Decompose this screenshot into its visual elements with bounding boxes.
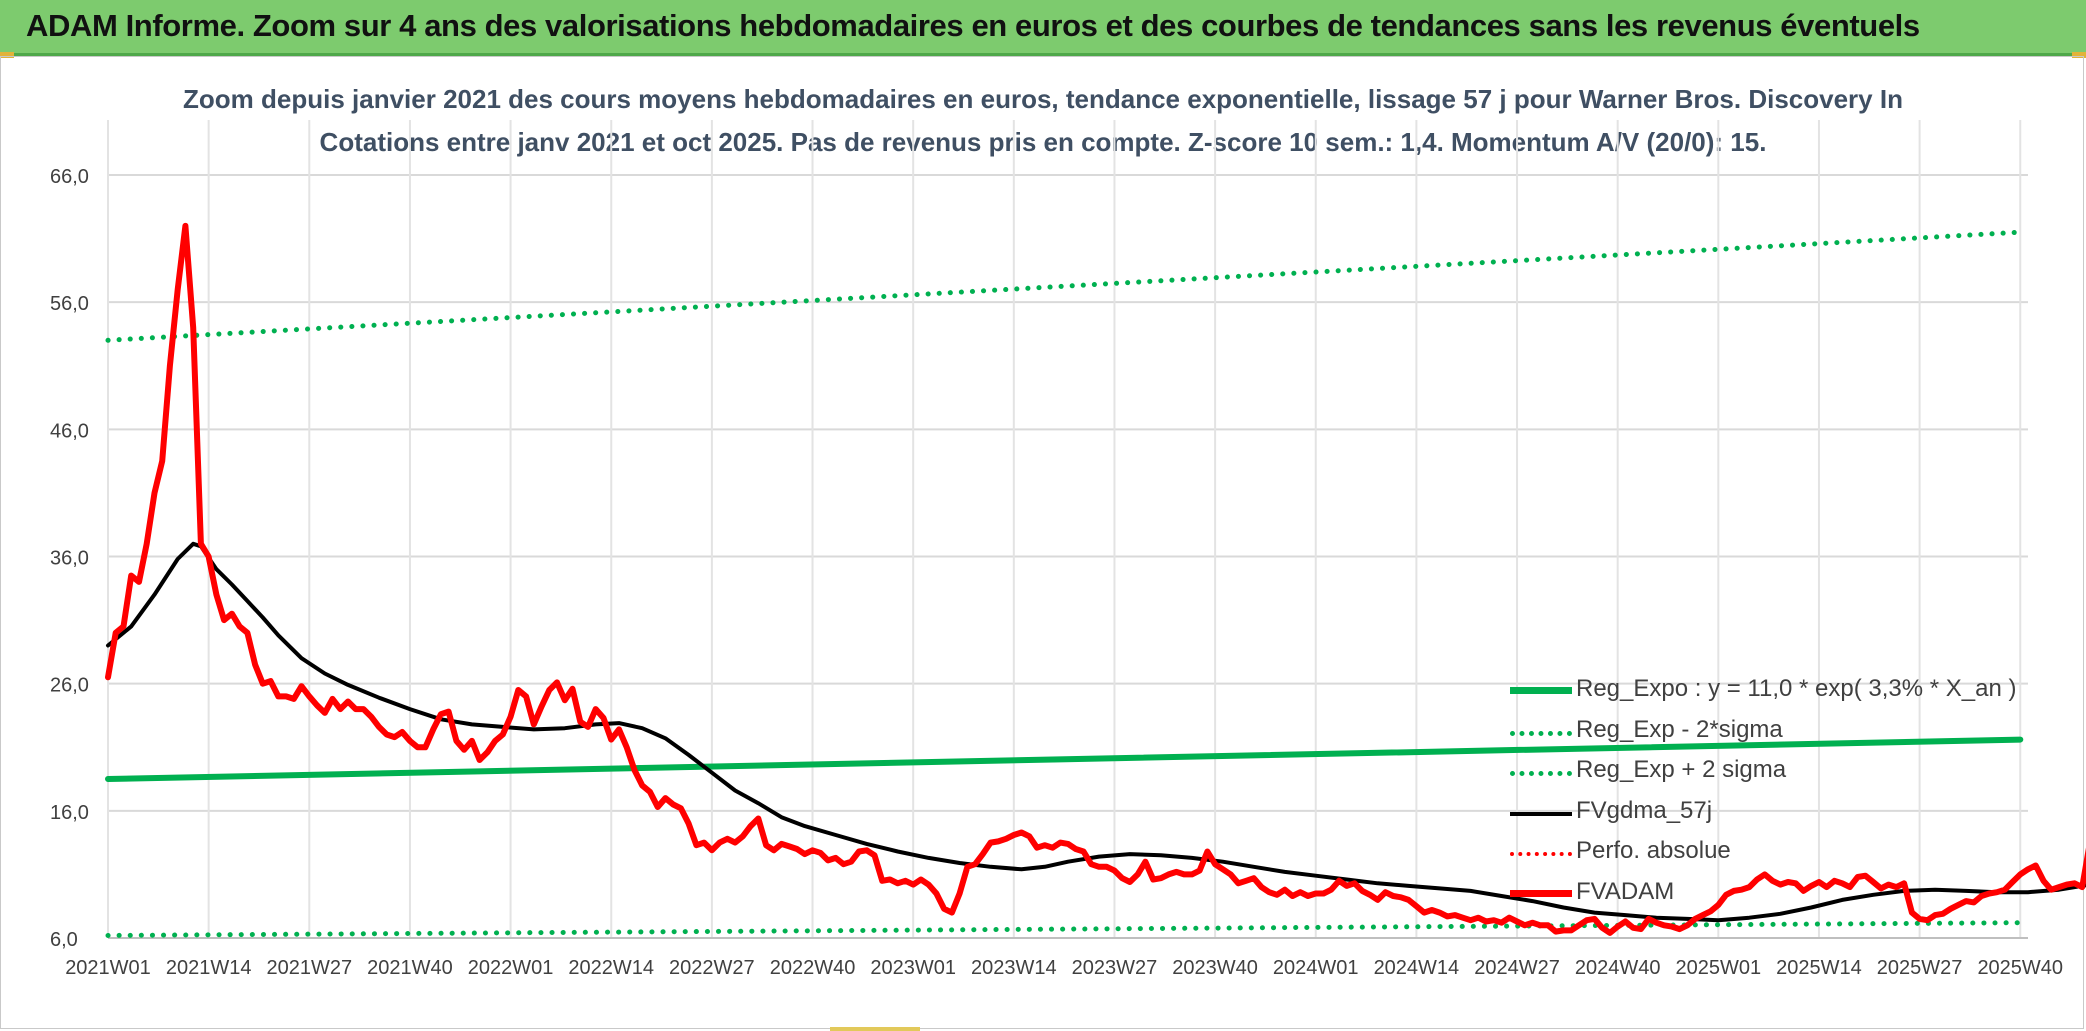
- x-tick-label: 2022W40: [770, 957, 856, 979]
- x-tick-label: 2023W14: [971, 957, 1057, 979]
- legend-item-reg-exp-plus: Reg_Exp + 2 sigma: [1510, 753, 2070, 794]
- legend-swatch-fvgdma: [1510, 811, 1572, 816]
- legend-label-perfo-absolue: Perfo. absolue: [1576, 837, 1731, 865]
- x-tick-label: 2025W27: [1877, 957, 1963, 979]
- x-tick-label: 2025W01: [1676, 957, 1762, 979]
- series-fvadam: [105, 222, 2086, 936]
- x-tick-label: 2024W14: [1374, 957, 1460, 979]
- legend-label-fvadam: FVADAM: [1576, 877, 1675, 905]
- chart-title-line1: Zoom depuis janvier 2021 des cours moyen…: [183, 84, 1903, 114]
- x-tick-label: 2021W40: [367, 957, 453, 979]
- legend-label-reg-exp-plus: Reg_Exp + 2 sigma: [1576, 756, 1787, 784]
- x-tick-label: 2024W27: [1474, 957, 1560, 979]
- x-tick-label: 2021W27: [266, 957, 352, 979]
- chart-title-line2: Cotations entre janv 2021 et oct 2025. P…: [319, 127, 1767, 157]
- y-tick-label: 6,0: [50, 929, 78, 951]
- y-tick-label: 26,0: [50, 675, 89, 697]
- x-tick-label: 2022W27: [669, 957, 755, 979]
- series-reg-exp-minus-2sigma: [105, 920, 2023, 938]
- legend-item-reg-expo: Reg_Expo : y = 11,0 * exp( 3,3% * X_an ): [1510, 672, 2070, 713]
- y-tick-label: 56,0: [50, 293, 89, 315]
- page-title: ADAM Informe. Zoom sur 4 ans des valoris…: [26, 8, 1920, 43]
- y-tick-label: 36,0: [50, 548, 89, 570]
- banner-corner-left: [0, 52, 14, 58]
- chart-border: [0, 56, 2084, 1029]
- x-tick-label: 2021W14: [166, 957, 252, 979]
- legend-swatch-fvadam: [1510, 889, 1572, 897]
- legend-item-fvadam: FVADAM: [1510, 875, 2070, 916]
- chart-legend: Reg_Expo : y = 11,0 * exp( 3,3% * X_an )…: [1510, 672, 2070, 916]
- x-tick-label: 2022W14: [568, 957, 654, 979]
- x-tick-label: 2025W40: [1977, 957, 2063, 979]
- legend-label-reg-exp-minus: Reg_Exp - 2*sigma: [1576, 715, 1783, 743]
- x-tick-label: 2023W27: [1072, 957, 1158, 979]
- legend-swatch-reg-exp-plus: [1510, 771, 1572, 777]
- legend-item-reg-exp-minus: Reg_Exp - 2*sigma: [1510, 713, 2070, 754]
- legend-label-fvgdma: FVgdma_57j: [1576, 796, 1713, 824]
- series-fvgdma: [106, 541, 2086, 923]
- banner-corner-right: [2072, 52, 2086, 58]
- x-tick-label: 2023W40: [1172, 957, 1258, 979]
- y-tick-label: 46,0: [50, 420, 89, 442]
- x-tick-label: 2024W01: [1273, 957, 1359, 979]
- x-tick-label: 2021W01: [65, 957, 151, 979]
- legend-item-perfo-absolue: Perfo. absolue: [1510, 834, 2070, 875]
- legend-item-fvgdma: FVgdma_57j: [1510, 794, 2070, 835]
- header-banner: ADAM Informe. Zoom sur 4 ans des valoris…: [0, 0, 2086, 56]
- x-tick-label: 2025W14: [1776, 957, 1862, 979]
- x-tick-label: 2024W40: [1575, 957, 1661, 979]
- x-tick-label: 2022W01: [468, 957, 554, 979]
- series-reg-expo: [105, 736, 2024, 782]
- series-reg-exp-plus-2sigma: [105, 229, 2023, 343]
- y-tick-label: 66,0: [50, 166, 89, 188]
- legend-swatch-reg-expo: [1510, 687, 1572, 694]
- legend-label-reg-expo: Reg_Expo : y = 11,0 * exp( 3,3% * X_an ): [1576, 675, 2017, 702]
- legend-swatch-reg-exp-minus: [1510, 730, 1572, 736]
- y-tick-label: 16,0: [50, 802, 89, 824]
- bottom-accent: [830, 1027, 920, 1031]
- x-tick-label: 2023W01: [870, 957, 956, 979]
- legend-swatch-perfo-absolue: [1510, 852, 1572, 857]
